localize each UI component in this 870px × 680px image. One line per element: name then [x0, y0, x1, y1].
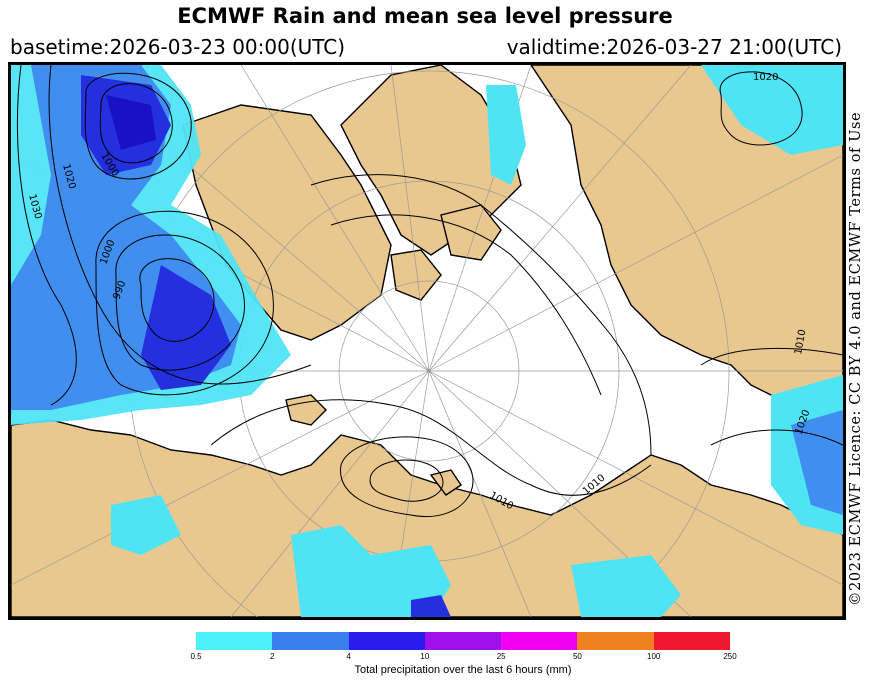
- rain-area-east-moderate: [791, 410, 843, 515]
- chart-title: ECMWF Rain and mean sea level pressure: [177, 4, 673, 28]
- colorbar-tick: 4: [346, 652, 351, 661]
- colorbar-tick: 50: [572, 652, 582, 661]
- isobar-central-2: [340, 436, 474, 517]
- validtime-label: validtime:2026-03-27 21:00(UTC): [506, 35, 842, 59]
- isobar-label-1020-ne: 1020: [753, 72, 778, 83]
- colorbar-tick: 250: [723, 652, 737, 661]
- isobar-1030: [16, 65, 77, 406]
- colorbar-tick: 10: [420, 652, 430, 661]
- colorbar-tick: 0.5: [190, 652, 202, 661]
- isobar-low-2: [84, 72, 192, 180]
- precipitation-areas: [11, 65, 843, 617]
- ellesmere-island-landmass: [390, 249, 442, 301]
- colorbar-tick: 25: [496, 652, 506, 661]
- isobar-central-1: [210, 399, 652, 496]
- colorbar-title: Total precipitation over the last 6 hour…: [354, 664, 572, 676]
- isobar-central-3: [369, 459, 444, 502]
- colorbar-segment-2-4: [272, 632, 349, 650]
- isobar-1020: [48, 65, 312, 385]
- colorbar-tick: 2: [270, 652, 275, 661]
- map-panel: 1030 1020 1000 1000 990 1010 1010 1010 1…: [8, 62, 846, 620]
- colorbar-ticks: 0.5 2 4 10 25 50 100 250: [190, 652, 736, 664]
- colorbar-segment-0-5-2: [196, 632, 273, 650]
- isobar-east-2: [710, 429, 843, 446]
- isobar-label-1010-far-east: 1010: [793, 329, 808, 356]
- isobar-low-1: [99, 83, 173, 164]
- colorbar-segment-25-50: [501, 632, 578, 650]
- colorbar-segment-4-10: [348, 632, 425, 650]
- rain-area-northeast: [701, 65, 843, 155]
- isobar-ne-low: [719, 71, 803, 146]
- colorbar-segment-50-100: [577, 632, 654, 650]
- colorbar-segment-100-250: [653, 632, 730, 650]
- precipitation-colorbar: [196, 632, 730, 650]
- isobar-low-3: [139, 258, 215, 342]
- rain-area-southwest: [111, 495, 181, 555]
- siberian-island-landmass: [429, 469, 462, 496]
- rain-area-south-heavy: [411, 595, 451, 617]
- basetime-label: basetime:2026-03-23 00:00(UTC): [10, 35, 346, 59]
- copyright-credit: ©2023 ECMWF Licence: CC BY 4.0 and ECMWF…: [848, 111, 864, 606]
- rain-area-west-heavy-2: [141, 265, 231, 390]
- isobar-low-5: [95, 210, 274, 396]
- isobar-arctic-1: [310, 174, 652, 456]
- polar-map: 1030 1020 1000 1000 990 1010 1010 1010 1…: [11, 65, 843, 617]
- rain-area-west-heavy-3: [106, 95, 156, 150]
- isobars: [16, 65, 843, 517]
- svalbard-landmass: [285, 394, 327, 426]
- baffin-landmass: [440, 204, 502, 261]
- rain-area-south: [291, 525, 451, 617]
- colorbar-tick: 100: [647, 652, 661, 661]
- rain-area-arctic-strip: [486, 85, 526, 185]
- rain-area-south-east: [571, 555, 681, 617]
- isobar-low-4: [115, 234, 245, 371]
- colorbar-segment-10-25: [424, 632, 502, 650]
- isobar-east-1: [700, 347, 843, 366]
- isobar-arctic-2: [330, 214, 602, 396]
- land-masses: [11, 65, 843, 617]
